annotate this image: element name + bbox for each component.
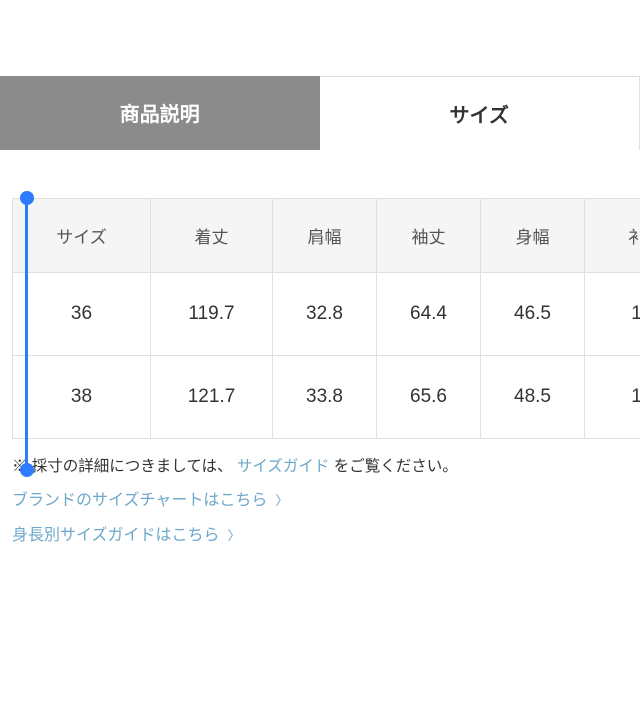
cell-value: 65.6	[377, 356, 481, 439]
header-sleeve: 袖丈	[377, 199, 481, 273]
measurement-note: ※ 採寸の詳細につきましては、 サイズガイド をご覧ください。	[12, 453, 640, 481]
selection-indicator-line	[25, 198, 28, 470]
tab-description[interactable]: 商品説明	[0, 76, 320, 150]
cell-value: 1	[585, 273, 640, 356]
height-guide-link[interactable]: 身長別サイズガイドはこちら〉	[12, 522, 640, 551]
header-shoulder: 肩幅	[273, 199, 377, 273]
size-table-container: サイズ 着丈 肩幅 袖丈 身幅 衤 36 119.7 32.8 64.4 46.…	[12, 198, 640, 439]
link-text: 身長別サイズガイドはこちら	[12, 527, 220, 544]
cell-value: 119.7	[151, 273, 273, 356]
cell-value: 1	[585, 356, 640, 439]
table-header-row: サイズ 着丈 肩幅 袖丈 身幅 衤	[13, 199, 640, 273]
chevron-right-icon: 〉	[228, 528, 241, 543]
size-guide-link[interactable]: サイズガイド	[237, 458, 330, 475]
footer: ※ 採寸の詳細につきましては、 サイズガイド をご覧ください。 ブランドのサイズ…	[12, 453, 640, 550]
header-chest: 身幅	[481, 199, 585, 273]
header-size: サイズ	[13, 199, 151, 273]
cell-value: 121.7	[151, 356, 273, 439]
cell-value: 46.5	[481, 273, 585, 356]
chevron-right-icon: 〉	[275, 493, 288, 508]
link-text: ブランドのサイズチャートはこちら	[12, 492, 267, 509]
size-table: サイズ 着丈 肩幅 袖丈 身幅 衤 36 119.7 32.8 64.4 46.…	[12, 198, 640, 439]
note-prefix: ※ 採寸の詳細につきましては、	[12, 458, 233, 475]
header-extra: 衤	[585, 199, 640, 273]
note-suffix: をご覧ください。	[334, 458, 458, 475]
cell-value: 64.4	[377, 273, 481, 356]
table-row: 36 119.7 32.8 64.4 46.5 1	[13, 273, 640, 356]
cell-value: 32.8	[273, 273, 377, 356]
cell-size: 38	[13, 356, 151, 439]
table-row: 38 121.7 33.8 65.6 48.5 1	[13, 356, 640, 439]
selection-handle-top[interactable]	[20, 191, 34, 205]
tab-bar: 商品説明 サイズ	[0, 76, 640, 150]
cell-value: 33.8	[273, 356, 377, 439]
selection-handle-bottom[interactable]	[20, 463, 34, 477]
cell-size: 36	[13, 273, 151, 356]
header-length: 着丈	[151, 199, 273, 273]
tab-size[interactable]: サイズ	[320, 76, 640, 150]
brand-chart-link[interactable]: ブランドのサイズチャートはこちら〉	[12, 487, 640, 516]
cell-value: 48.5	[481, 356, 585, 439]
